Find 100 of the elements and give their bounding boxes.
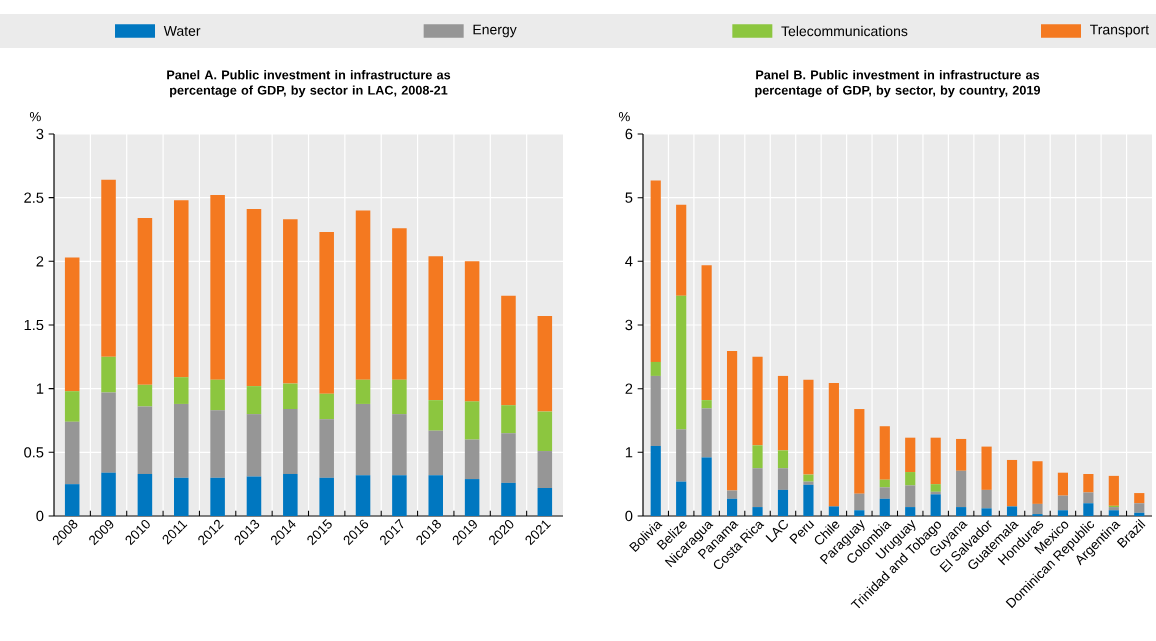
bar — [650, 445, 661, 516]
y-tick-label: 2 — [36, 256, 44, 267]
bar — [777, 489, 789, 516]
bar — [392, 475, 407, 516]
bar — [981, 446, 992, 490]
y-tick-label: 1 — [625, 447, 633, 458]
bar — [701, 457, 712, 516]
bar — [701, 408, 712, 458]
bar — [537, 451, 553, 488]
chart-title: Panel A. Public investment in infrastructure as percentage of GDP, by sector in LAC, 2008-21 — [167, 70, 451, 98]
bar — [246, 209, 262, 387]
bar — [246, 476, 262, 516]
bar — [854, 493, 865, 511]
y-tick-label: 4 — [625, 256, 633, 267]
bar — [1083, 492, 1094, 504]
bar — [854, 510, 865, 516]
bar — [1057, 495, 1069, 511]
bar — [355, 475, 371, 516]
legend-label: Telecommunications — [781, 25, 908, 37]
y-tick-label: 6 — [625, 128, 633, 140]
bar — [210, 477, 225, 516]
bar — [428, 475, 444, 516]
bar — [173, 403, 189, 478]
bar — [355, 379, 371, 404]
bar — [828, 506, 839, 516]
bar — [905, 485, 916, 508]
bar — [428, 256, 444, 401]
bar — [981, 508, 992, 516]
bar — [905, 437, 916, 473]
bar — [501, 405, 516, 434]
bar — [173, 477, 189, 516]
bar — [726, 490, 738, 499]
legend-label: Energy — [473, 24, 517, 38]
bar — [537, 487, 553, 516]
bar — [319, 393, 334, 420]
bar — [64, 257, 80, 392]
bar — [752, 445, 763, 469]
bar — [101, 392, 116, 473]
y-tick-label: 0 — [36, 510, 44, 522]
bar — [428, 430, 444, 476]
bar — [101, 356, 116, 393]
bar — [879, 426, 890, 480]
bar — [676, 295, 687, 430]
legend-label: Transport — [1090, 24, 1149, 38]
bar — [1032, 461, 1043, 504]
bar — [777, 375, 789, 451]
y-tick-label: 2 — [625, 383, 633, 394]
y-tick-label: 1.5 — [24, 319, 44, 331]
bar — [905, 507, 916, 516]
bar — [173, 377, 189, 404]
bar — [956, 438, 967, 471]
bar — [650, 375, 661, 446]
bar — [1032, 503, 1043, 515]
bar — [752, 356, 763, 446]
bar — [879, 479, 890, 488]
legend-label: Water — [163, 26, 201, 36]
y-tick-label: 5 — [625, 192, 633, 203]
bar — [676, 429, 687, 482]
y-tick-label: 0.5 — [24, 447, 44, 458]
bar — [428, 400, 444, 431]
bar — [501, 295, 516, 406]
bar — [137, 473, 153, 516]
bar — [173, 200, 189, 378]
bar — [726, 498, 738, 516]
bar — [1083, 503, 1094, 516]
bar — [752, 468, 763, 508]
bar — [854, 409, 865, 494]
bar — [464, 261, 480, 402]
y-tick-label: 3 — [625, 319, 633, 331]
bar — [210, 410, 225, 478]
bar — [930, 484, 941, 492]
x-tick-label: LAC — [765, 519, 788, 543]
bar — [137, 218, 153, 385]
bar — [101, 179, 116, 357]
bar — [930, 437, 941, 485]
bar — [283, 409, 298, 474]
bar — [803, 379, 814, 475]
bar — [319, 419, 334, 478]
chart-title: Panel B. Public investment in infrastructure as percentage of GDP, by sector, by country, 2019 — [755, 70, 1041, 98]
bar — [650, 180, 661, 362]
bar — [1057, 472, 1069, 496]
y-axis-title: % — [618, 111, 630, 122]
bar — [1134, 493, 1145, 504]
bar — [355, 210, 371, 380]
bar — [501, 482, 516, 516]
bar — [537, 316, 553, 412]
bar — [464, 401, 480, 440]
bar — [803, 474, 814, 482]
bar — [537, 411, 553, 452]
bar — [319, 232, 334, 394]
bar — [1057, 510, 1069, 516]
bar — [210, 195, 225, 380]
bar — [1006, 506, 1018, 516]
y-tick-label: 1 — [36, 383, 44, 394]
bar — [803, 481, 814, 485]
bar — [879, 487, 890, 499]
bar — [956, 470, 967, 508]
bar — [319, 477, 334, 516]
bar — [64, 484, 80, 516]
bar — [981, 489, 992, 509]
